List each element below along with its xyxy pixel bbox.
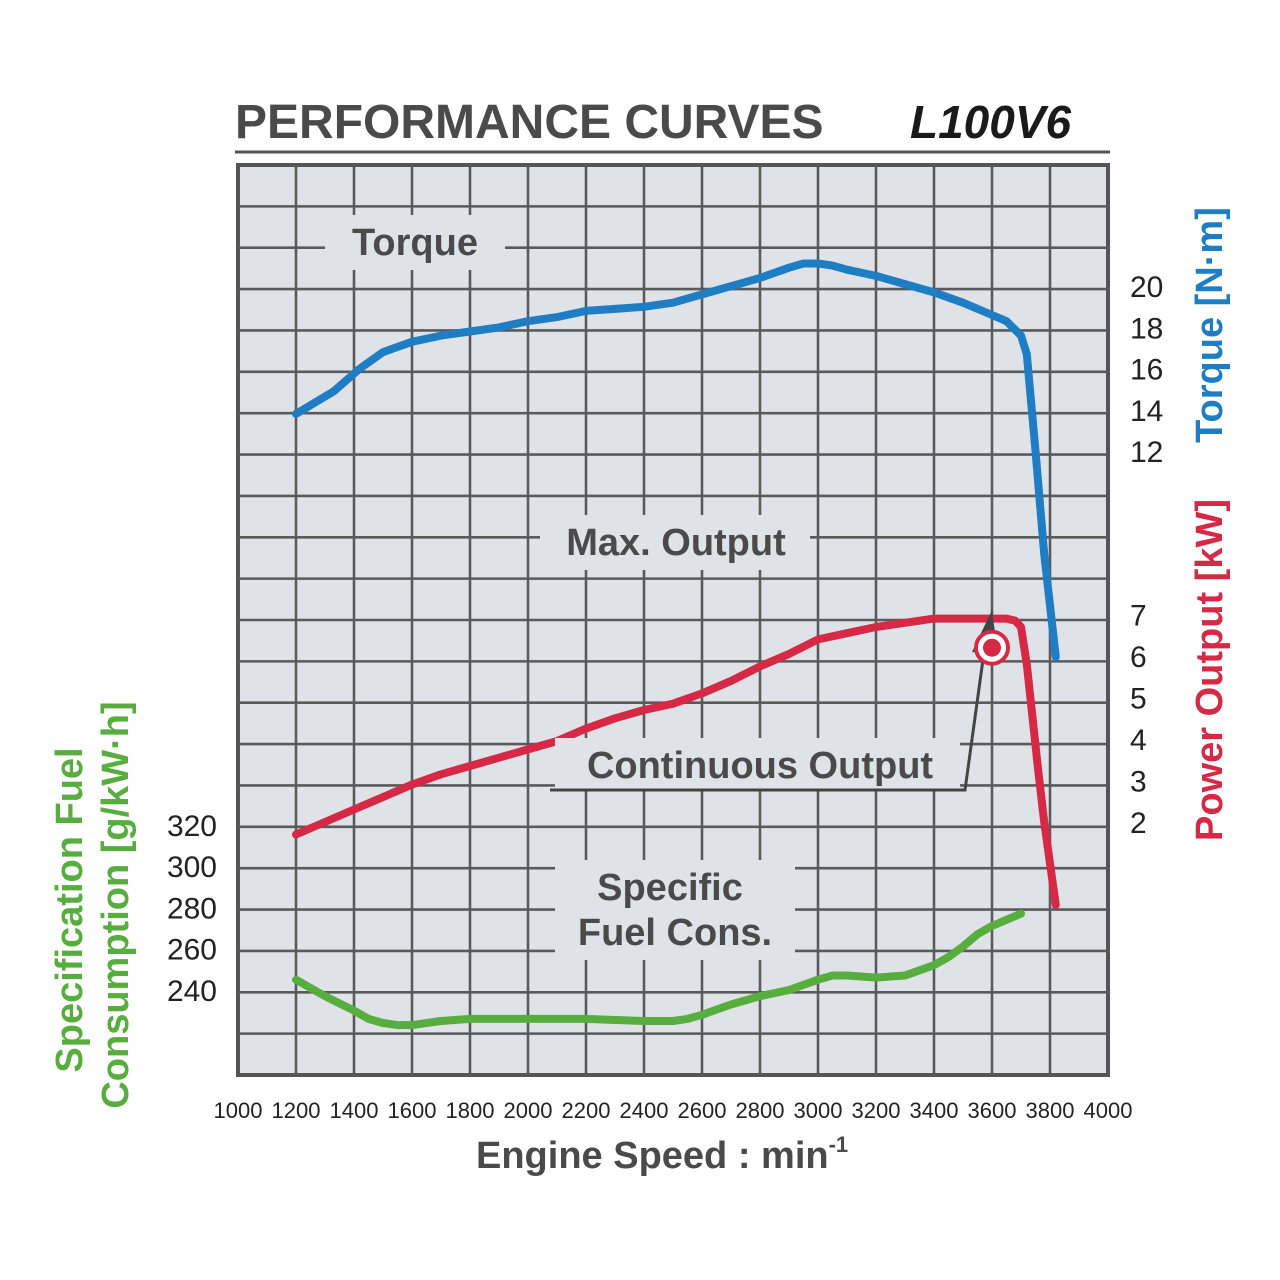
power-axis-label: Power Output [kW] bbox=[1189, 499, 1231, 841]
chart-title: PERFORMANCE CURVES bbox=[235, 96, 824, 149]
x-tick-label: 3200 bbox=[852, 1098, 901, 1123]
max-output-annotation: Max. Output bbox=[566, 522, 786, 564]
x-tick-label: 2000 bbox=[504, 1098, 553, 1123]
fuel-tick-label: 320 bbox=[167, 810, 217, 843]
x-tick-label: 3600 bbox=[968, 1098, 1017, 1123]
fuel-label-bg bbox=[555, 860, 795, 960]
fuel-annotation-line2: Fuel Cons. bbox=[578, 912, 772, 954]
continuous-pointer-line bbox=[550, 644, 987, 792]
marker-dot bbox=[983, 638, 1001, 657]
power-tick-label: 3 bbox=[1130, 766, 1147, 799]
series-line-max-output bbox=[292, 614, 1060, 909]
model-name: L100V6 bbox=[910, 96, 1072, 148]
x-axis-label-superscript: -1 bbox=[829, 1132, 849, 1157]
fuel-axis-label-line1: Specification Fuel bbox=[49, 747, 91, 1072]
torque-tick-label: 20 bbox=[1130, 271, 1163, 304]
x-tick-label: 2800 bbox=[736, 1098, 785, 1123]
x-tick-label: 1000 bbox=[214, 1098, 263, 1123]
fuel-axis-label-line2: Consumption [g/kW·h] bbox=[95, 701, 137, 1108]
x-axis-label-text: Engine Speed : min bbox=[476, 1135, 829, 1177]
x-axis-label: Engine Speed : min-1 bbox=[476, 1132, 848, 1177]
continuous-output-marker bbox=[974, 629, 1010, 666]
power-tick-labels: 2 3 4 5 6 7 bbox=[1130, 600, 1147, 841]
max-output-label-bg bbox=[540, 515, 810, 570]
torque-tick-labels: 12 14 16 18 20 bbox=[1130, 271, 1163, 469]
power-axis-label-name: Power Output bbox=[1189, 592, 1231, 841]
x-tick-label: 2400 bbox=[620, 1098, 669, 1123]
power-tick-label: 2 bbox=[1130, 807, 1147, 840]
power-tick-label: 7 bbox=[1130, 600, 1147, 633]
torque-axis-label-unit: [N·m] bbox=[1189, 207, 1231, 306]
x-tick-label: 4000 bbox=[1084, 1098, 1133, 1123]
power-axis-label-unit: [kW] bbox=[1189, 499, 1231, 581]
series-line-specific-fuel-cons bbox=[292, 909, 1025, 1030]
x-tick-label: 3000 bbox=[794, 1098, 843, 1123]
torque-tick-label: 16 bbox=[1130, 354, 1163, 387]
x-tick-label: 3800 bbox=[1026, 1098, 1075, 1123]
x-tick-label: 3400 bbox=[910, 1098, 959, 1123]
torque-annotation: Torque bbox=[352, 222, 478, 264]
continuous-label-bg bbox=[555, 738, 960, 790]
x-tick-labels: 1000 1200 1400 1600 1800 2000 2200 2400 2600 2800… bbox=[214, 1098, 1133, 1123]
series-line-torque bbox=[292, 259, 1060, 661]
x-tick-label: 1600 bbox=[388, 1098, 437, 1123]
x-tick-label: 2600 bbox=[678, 1098, 727, 1123]
power-tick-label: 4 bbox=[1130, 724, 1147, 757]
x-tick-label: 1800 bbox=[446, 1098, 495, 1123]
continuous-output-annotation: Continuous Output bbox=[587, 745, 933, 787]
x-tick-label: 1400 bbox=[330, 1098, 379, 1123]
torque-label-bg bbox=[325, 215, 505, 270]
x-tick-label: 1200 bbox=[272, 1098, 321, 1123]
annotations: Torque Max. Output Continuous Output Spe… bbox=[325, 215, 998, 960]
torque-axis-label-name: Torque bbox=[1189, 317, 1231, 443]
fuel-tick-labels: 240 260 280 300 320 bbox=[167, 810, 217, 1008]
torque-tick-label: 14 bbox=[1130, 395, 1163, 428]
x-tick-label: 2200 bbox=[562, 1098, 611, 1123]
torque-tick-label: 18 bbox=[1130, 312, 1163, 345]
series-group bbox=[292, 259, 1060, 1030]
fuel-tick-label: 300 bbox=[167, 851, 217, 884]
torque-axis-label: Torque [N·m] bbox=[1189, 207, 1231, 443]
fuel-tick-label: 240 bbox=[167, 975, 217, 1008]
fuel-annotation-line1: Specific bbox=[597, 867, 743, 909]
power-tick-label: 6 bbox=[1130, 641, 1147, 674]
torque-tick-label: 12 bbox=[1130, 436, 1163, 469]
power-tick-label: 5 bbox=[1130, 683, 1147, 716]
fuel-tick-label: 280 bbox=[167, 892, 217, 925]
fuel-tick-label: 260 bbox=[167, 934, 217, 967]
